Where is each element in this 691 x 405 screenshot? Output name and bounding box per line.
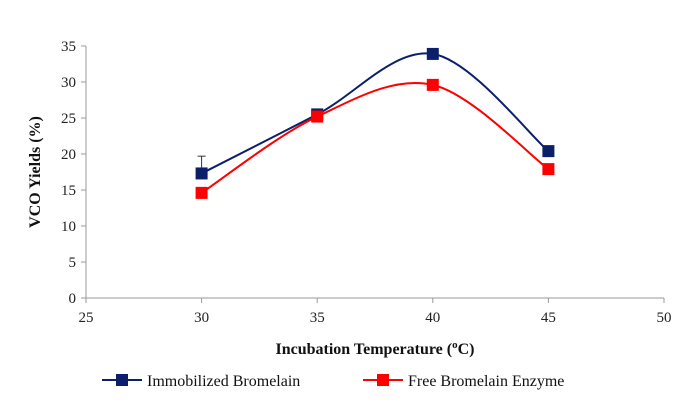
legend-label-free: Free Bromelain Enzyme xyxy=(408,373,564,390)
series-line-1 xyxy=(201,81,549,194)
x-tick-label: 50 xyxy=(657,310,672,326)
y-tick-label: 25 xyxy=(61,111,76,127)
data-point-0-0 xyxy=(195,167,208,180)
y-tick-label: 15 xyxy=(61,183,76,199)
y-tick-label: 0 xyxy=(69,291,77,307)
series-layer xyxy=(195,47,555,199)
x-axis-title: Incubation Temperature (oC) xyxy=(276,339,475,358)
y-tick-label: 5 xyxy=(69,255,77,271)
data-point-1-0 xyxy=(195,186,208,199)
x-tick-label: 45 xyxy=(541,310,556,326)
series-line-0 xyxy=(201,52,550,175)
x-tick-label: 25 xyxy=(79,310,94,326)
data-point-1-2 xyxy=(426,78,439,91)
y-tick-label: 35 xyxy=(61,39,76,55)
legend-marker-free xyxy=(377,374,389,386)
plot-area xyxy=(85,46,664,299)
legend-item-immobilized: Immobilized Bromelain xyxy=(102,373,300,390)
data-point-1-1 xyxy=(311,110,324,123)
legend-label-immobilized: Immobilized Bromelain xyxy=(147,373,300,390)
legend-marker-immobilized xyxy=(116,374,128,386)
data-point-0-2 xyxy=(426,47,439,60)
legend: Immobilized Bromelain Free Bromelain Enz… xyxy=(102,373,564,390)
y-tick-label: 10 xyxy=(61,219,76,235)
x-axis-title-main: Incubation Temperature ( xyxy=(276,341,453,358)
x-axis-title-sup: o xyxy=(452,339,458,351)
y-tick-label: 20 xyxy=(61,147,76,163)
x-tick-label: 40 xyxy=(425,310,440,326)
x-tick-label: 35 xyxy=(310,310,325,326)
x-axis-title-tail: C) xyxy=(458,341,475,358)
x-tick-label: 30 xyxy=(194,310,209,326)
series-1 xyxy=(195,78,555,199)
data-point-0-3 xyxy=(542,145,555,158)
x-axis-ticks: 25 30 35 40 45 50 xyxy=(79,298,672,326)
legend-item-free: Free Bromelain Enzyme xyxy=(363,373,564,390)
data-point-1-3 xyxy=(542,163,555,176)
y-axis-title: VCO Yields (%) xyxy=(27,116,44,228)
y-tick-label: 30 xyxy=(61,75,76,91)
y-axis-ticks: 0 5 10 15 20 25 30 35 xyxy=(61,39,86,307)
